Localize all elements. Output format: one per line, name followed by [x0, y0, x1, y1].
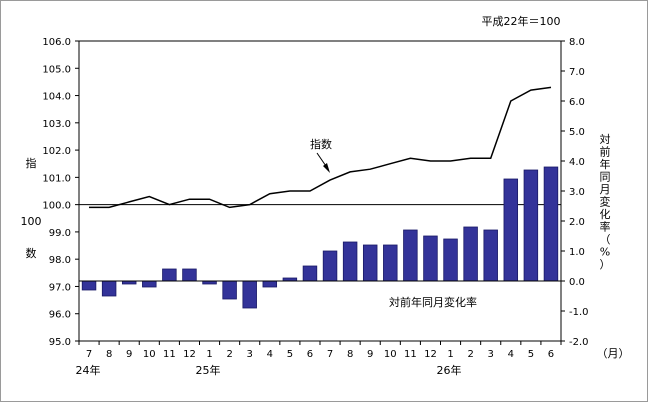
right-axis-tick-label: -2.0: [569, 337, 589, 348]
bar-yoy-change: [302, 265, 318, 282]
year-label-25: 25年: [196, 363, 221, 377]
right-axis-tick-label: 6.0: [569, 97, 585, 108]
x-axis-tick-label: 6: [307, 349, 313, 360]
bar-yoy-change: [162, 268, 177, 282]
line-series-label: 指数: [310, 137, 332, 151]
left-axis-tick-label: 100.0: [42, 201, 71, 212]
x-axis-tick-label: 3: [488, 349, 494, 360]
bar-yoy-change: [342, 241, 358, 282]
x-axis-tick-label: 6: [548, 349, 554, 360]
x-axis-tick-label: 12: [183, 349, 196, 360]
x-axis-tick-label: 1: [206, 349, 212, 360]
bar-yoy-change: [142, 280, 157, 288]
bar-yoy-change: [262, 280, 278, 288]
bar-yoy-change: [543, 166, 559, 282]
right-axis-tick-label: 1.0: [569, 247, 585, 258]
left-axis-label-top: 指: [26, 156, 37, 170]
left-axis-tick-label: 105.0: [42, 64, 71, 75]
bar-series: [79, 166, 561, 309]
line-series: [89, 86, 552, 209]
right-axis-tick-label: -1.0: [569, 307, 589, 318]
bar-yoy-change: [443, 238, 458, 282]
bar-yoy-change: [423, 235, 438, 282]
bar-yoy-change: [463, 226, 478, 282]
right-axis-label-char: %: [600, 246, 610, 259]
right-axis-tick-label: 8.0: [569, 37, 585, 48]
x-axis-tick-label: 7: [327, 349, 333, 360]
left-axis-tick-label: 98.0: [49, 255, 71, 266]
bar-yoy-change: [383, 244, 398, 282]
x-axis-tick-label: 2: [226, 349, 232, 360]
right-axis-tick-label: 0.0: [569, 277, 585, 288]
right-axis-tick-label: 3.0: [569, 187, 585, 198]
labels-layer: 平成22年＝100 指 100 数 （月） 24年 25年 26年 指数 対前年…: [21, 14, 630, 377]
bar-yoy-change: [222, 280, 237, 300]
left-axis-label-bottom: 数: [26, 247, 37, 260]
left-axis-tick-label: 102.0: [42, 146, 71, 157]
x-axis-tick-label: 11: [163, 349, 176, 360]
bar-yoy-change: [322, 250, 338, 282]
left-axis-tick-label: 96.0: [49, 310, 71, 321]
right-axis-label: 対前年同月変化率（%）: [600, 132, 611, 271]
x-axis-tick-label: 12: [424, 349, 437, 360]
bar-yoy-change: [523, 169, 539, 282]
year-label-24: 24年: [76, 363, 101, 377]
bar-yoy-change: [362, 244, 378, 282]
x-axis-tick-label: 2: [467, 349, 473, 360]
right-axis-label-char: 化: [600, 207, 611, 221]
x-axis-tick-label: 9: [367, 349, 373, 360]
x-axis-tick-label: 5: [287, 349, 293, 360]
index-line: [89, 86, 552, 209]
x-axis-tick-label: 8: [347, 349, 353, 360]
base-note: 平成22年＝100: [482, 14, 561, 28]
x-axis-unit: （月）: [597, 347, 630, 360]
x-axis-tick-label: 5: [528, 349, 534, 360]
right-axis-label-char: 率: [600, 220, 611, 234]
x-axis-tick-label: 10: [384, 349, 397, 360]
left-axis-tick-label: 104.0: [42, 92, 71, 103]
right-axis-tick-label: 5.0: [569, 127, 585, 138]
right-axis-tick-label: 2.0: [569, 217, 585, 228]
left-axis-tick-label: 95.0: [49, 337, 71, 348]
right-axis-label-char: 年: [600, 157, 611, 171]
plot-area-frame: [78, 40, 562, 342]
bar-yoy-change: [101, 280, 117, 297]
x-axis-tick-label: 10: [143, 349, 156, 360]
right-axis-label-char: ）: [600, 258, 611, 271]
x-axis-tick-label: 7: [86, 349, 92, 360]
left-axis-tick-label: 97.0: [49, 282, 71, 293]
x-axis-tick-label: 1: [447, 349, 453, 360]
right-axis-label-char: 前: [600, 145, 611, 159]
left-axis-tick-label: 106.0: [42, 37, 71, 48]
bar-yoy-change: [403, 229, 418, 282]
bar-series-label: 対前年同月変化率: [389, 295, 477, 309]
bar-yoy-change: [483, 229, 498, 282]
axes-layer: 95.096.097.098.099.0100.0101.0102.0103.0…: [42, 37, 588, 360]
right-axis-tick-label: 4.0: [569, 157, 585, 168]
left-axis-label-mid: 100: [21, 215, 42, 228]
left-axis-tick-label: 103.0: [42, 119, 71, 130]
right-axis-tick-label: 7.0: [569, 67, 585, 78]
left-axis-tick-label: 99.0: [49, 228, 71, 239]
right-axis-label-char: （: [600, 233, 611, 246]
bar-yoy-change: [182, 268, 197, 282]
x-axis-tick-label: 4: [508, 349, 514, 360]
pointer-arrowhead: [323, 163, 330, 173]
bar-yoy-change: [81, 280, 97, 291]
x-axis-tick-label: 8: [106, 349, 112, 360]
left-axis-tick-label: 101.0: [42, 173, 71, 184]
bar-yoy-change: [242, 280, 257, 309]
year-label-26: 26年: [437, 363, 462, 377]
x-axis-tick-label: 4: [267, 349, 273, 360]
x-axis-tick-label: 9: [126, 349, 132, 360]
right-axis-label-char: 月: [600, 183, 611, 196]
right-axis-label-char: 変: [600, 195, 611, 209]
right-axis-label-char: 対: [600, 132, 611, 146]
bar-yoy-change: [503, 178, 519, 282]
x-axis-tick-label: 3: [247, 349, 253, 360]
x-axis-tick-label: 11: [404, 349, 417, 360]
right-axis-label-char: 同: [600, 171, 611, 184]
